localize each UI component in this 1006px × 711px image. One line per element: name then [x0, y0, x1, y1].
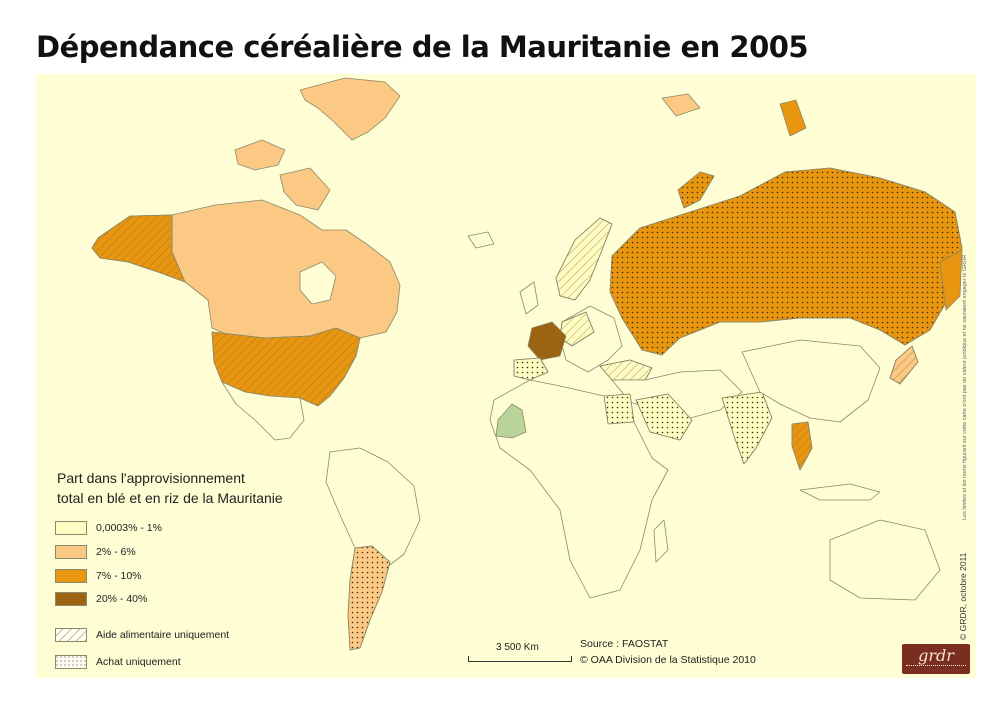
- logo-text: grdr: [918, 646, 954, 665]
- country-china: [741, 339, 881, 423]
- logo-underline: [906, 665, 966, 669]
- country-kamchatka: [939, 249, 963, 311]
- map-frame: [36, 74, 976, 678]
- country-spain-dots: [513, 357, 549, 381]
- country-turkey-hatch: [599, 359, 653, 381]
- legend-swatch-class-1: [55, 521, 87, 535]
- hudson-bay: [299, 261, 337, 305]
- legend-title-line1: Part dans l'approvisionnement: [57, 470, 245, 486]
- country-egypt-dots: [603, 393, 635, 425]
- source-line2: © OAA Division de la Statistique 2010: [580, 654, 756, 666]
- country-australia: [829, 519, 941, 601]
- country-india-dots: [721, 391, 773, 465]
- scale-bar: [468, 656, 572, 662]
- country-russia-islands-dots: [677, 171, 715, 209]
- country-mauritania: [495, 403, 527, 439]
- country-iceland: [467, 231, 495, 249]
- country-svalbard: [661, 93, 701, 117]
- country-indonesia: [799, 483, 881, 501]
- legend-label-class-4: 20% - 40%: [96, 593, 148, 605]
- country-madagascar: [653, 519, 669, 563]
- country-greenland: [299, 77, 401, 141]
- legend-swatch-class-2: [55, 545, 87, 559]
- country-uk: [519, 281, 539, 315]
- legend-label-class-2: 2% - 6%: [96, 546, 136, 558]
- country-brazil-region: [325, 447, 421, 569]
- legend-label-class-3: 7% - 10%: [96, 570, 142, 582]
- grdr-logo: grdr: [902, 644, 970, 674]
- country-severnaya: [779, 99, 807, 137]
- country-thailand-hatch: [791, 421, 813, 471]
- legend-title-line2: total en blé et en riz de la Mauritanie: [57, 490, 283, 506]
- map-title: Dépendance céréalière de la Mauritanie e…: [36, 30, 809, 64]
- legend-label-aid: Aide alimentaire uniquement: [96, 629, 230, 641]
- legend-label-class-1: 0,0003% - 1%: [96, 522, 162, 534]
- disclaimer-text: Les limites et les noms figurant sur cet…: [962, 254, 968, 520]
- country-baffin: [279, 167, 331, 211]
- source-line1: Source : FAOSTAT: [580, 638, 669, 650]
- country-africa: [489, 379, 669, 599]
- country-mexico: [221, 381, 305, 441]
- scale-label: 3 500 Km: [496, 642, 539, 653]
- copyright-text: © GRDR, octobre 2011: [958, 552, 968, 640]
- legend-label-purchase: Achat uniquement: [96, 656, 181, 668]
- country-arctic-islands: [234, 139, 286, 171]
- legend-swatch-aid: [55, 628, 87, 642]
- legend-swatch-purchase: [55, 655, 87, 669]
- legend-swatch-class-3: [55, 569, 87, 583]
- country-argentina-dots: [347, 545, 391, 651]
- country-russia-dots: [609, 167, 963, 356]
- legend-swatch-class-4: [55, 592, 87, 606]
- country-scandinavia-hatch: [555, 217, 613, 301]
- country-france: [527, 321, 567, 361]
- country-canada: [171, 199, 401, 339]
- country-japan-hatch: [889, 345, 919, 385]
- country-alaska-hatch: [91, 214, 186, 283]
- world-map: [91, 77, 963, 651]
- country-saudi-dots: [635, 393, 693, 441]
